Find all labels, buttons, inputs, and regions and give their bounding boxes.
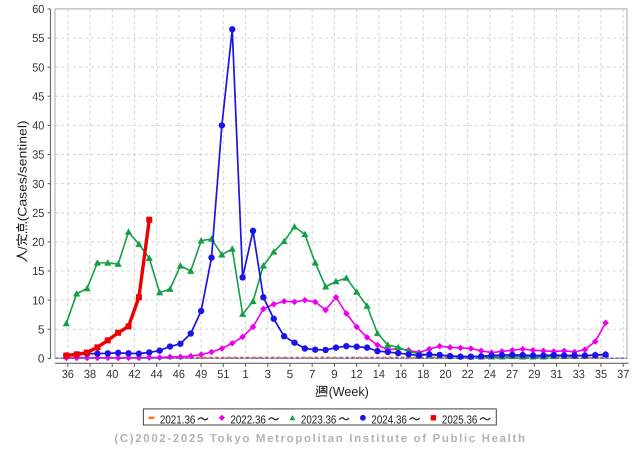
svg-text:37: 37 [617,367,629,381]
svg-text:27: 27 [506,367,518,381]
svg-text:24: 24 [484,367,497,381]
svg-text:30: 30 [32,177,45,191]
svg-text:5: 5 [38,322,45,336]
svg-text:33: 33 [573,367,586,381]
svg-text:15: 15 [32,264,45,278]
svg-text:2023.36: 2023.36 [301,413,337,426]
svg-text:50: 50 [32,60,45,74]
svg-text:40: 40 [32,119,45,133]
svg-text:20: 20 [439,367,452,381]
svg-text:25: 25 [32,206,45,220]
svg-text:22: 22 [462,367,474,381]
svg-text:2021.36: 2021.36 [160,413,196,426]
svg-text:55: 55 [32,31,45,45]
svg-text:42: 42 [128,367,140,381]
svg-text:35: 35 [32,148,45,162]
svg-text:(Cases/sentinel): (Cases/sentinel) [16,120,30,221]
svg-text:0: 0 [38,352,45,366]
svg-text:60: 60 [32,2,45,16]
svg-text:35: 35 [595,367,608,381]
svg-text:31: 31 [550,367,562,381]
svg-text:1: 1 [242,367,249,381]
svg-text:14: 14 [373,367,386,381]
svg-text:40: 40 [106,367,119,381]
svg-text:7: 7 [309,367,316,381]
svg-text:2024.36: 2024.36 [371,413,407,426]
svg-text:9: 9 [331,367,338,381]
svg-text:2022.36: 2022.36 [230,413,266,426]
svg-text:46: 46 [173,367,186,381]
svg-text:51: 51 [217,367,229,381]
svg-text:44: 44 [151,367,164,381]
svg-text:5: 5 [287,367,294,381]
svg-text:45: 45 [32,89,45,103]
svg-text:20: 20 [32,235,45,249]
svg-text:/: / [16,246,30,250]
svg-text:(Week): (Week) [329,384,369,399]
svg-text:12: 12 [351,367,363,381]
svg-text:(C)2002-2025 Tokyo Metropolita: (C)2002-2025 Tokyo Metropolitan Institut… [114,433,525,445]
svg-text:36: 36 [62,367,75,381]
svg-text:2025.36: 2025.36 [442,413,478,426]
svg-text:3: 3 [264,367,271,381]
svg-text:38: 38 [84,367,97,381]
svg-text:18: 18 [417,367,430,381]
svg-text:29: 29 [528,367,540,381]
svg-text:49: 49 [195,367,207,381]
svg-text:16: 16 [395,367,408,381]
svg-text:10: 10 [32,293,45,307]
